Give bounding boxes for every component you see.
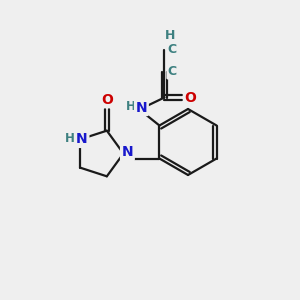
Text: N: N [122,146,133,160]
Text: C: C [168,65,177,78]
Text: N: N [76,132,88,146]
Text: H: H [125,100,135,113]
Text: O: O [101,93,113,107]
Text: H: H [165,29,176,42]
Text: C: C [168,43,177,56]
Text: H: H [65,132,75,145]
Text: N: N [136,100,147,115]
Text: O: O [184,91,196,104]
